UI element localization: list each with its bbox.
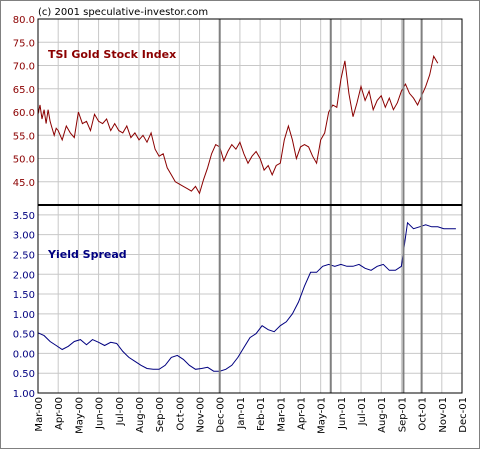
y-tick-label: 0.50	[13, 369, 35, 380]
y-tick-label: 55.0	[13, 131, 35, 142]
x-tick-label: Nov-01	[438, 397, 449, 433]
y-tick-label: 75.0	[13, 38, 35, 49]
x-tick-label: Jul-00	[115, 397, 126, 426]
x-tick-label: Nov-00	[196, 397, 207, 433]
y-tick-label: 1.00	[13, 310, 35, 321]
plot-frame	[37, 18, 463, 394]
x-tick-label: Dec-01	[458, 397, 469, 433]
x-tick-label: Sep-01	[397, 397, 408, 432]
y-tick-label: 3.50	[13, 211, 35, 222]
y-tick-label: 1.00	[13, 389, 35, 400]
y-tick-label: 2.00	[13, 270, 35, 281]
gold-index-title: TSI Gold Stock Index	[48, 48, 176, 61]
y-tick-label: 60.0	[13, 108, 35, 119]
yield-spread-series-line	[37, 221, 456, 372]
copyright-text: (c) 2001 speculative-investor.com	[38, 7, 208, 18]
x-tick-label: Sep-00	[155, 397, 166, 432]
x-tick-label: Jun-00	[95, 397, 106, 430]
x-tick-label: Oct-01	[418, 397, 429, 431]
y-tick-label: 45.0	[13, 178, 35, 189]
y-tick-label: 65.0	[13, 85, 35, 96]
y-tick-label: 0.50	[13, 330, 35, 341]
y-tick-label: 2.50	[13, 250, 35, 261]
x-tick-label: Apr-01	[296, 397, 307, 430]
x-tick-label: Aug-00	[135, 397, 146, 433]
x-tick-label: Jul-01	[357, 397, 368, 426]
x-tick-label: Aug-01	[377, 397, 388, 433]
x-tick-label: Feb-01	[256, 397, 267, 431]
x-tick-label: Apr-00	[54, 397, 65, 430]
x-tick-label: Mar-01	[276, 397, 287, 432]
axis-labels: Mar-00 Apr-00 May-00 Jun-00 Jul-00 Aug-00 Sep-…	[13, 15, 469, 434]
y-tick-label: 80.0	[13, 15, 35, 26]
y-tick-label: 50.0	[13, 155, 35, 166]
x-tick-label: Dec-00	[216, 397, 227, 433]
plot-area	[37, 18, 463, 394]
y-tick-label: 0.00	[13, 349, 35, 360]
gold-index-series-line	[37, 54, 439, 195]
y-tick-label: 1.50	[13, 290, 35, 301]
x-tick-label: Mar-00	[34, 397, 45, 432]
y-tick-label: 3.00	[13, 231, 35, 242]
yield-spread-title: Yield Spread	[47, 248, 127, 261]
x-tick-label: Oct-00	[175, 397, 186, 431]
x-tick-label: May-01	[317, 397, 328, 434]
y-tick-label: 70.0	[13, 62, 35, 73]
x-tick-label: Jun-01	[337, 397, 348, 430]
x-tick-label: Jan-01	[236, 397, 247, 430]
x-tick-label: May-00	[74, 397, 85, 434]
